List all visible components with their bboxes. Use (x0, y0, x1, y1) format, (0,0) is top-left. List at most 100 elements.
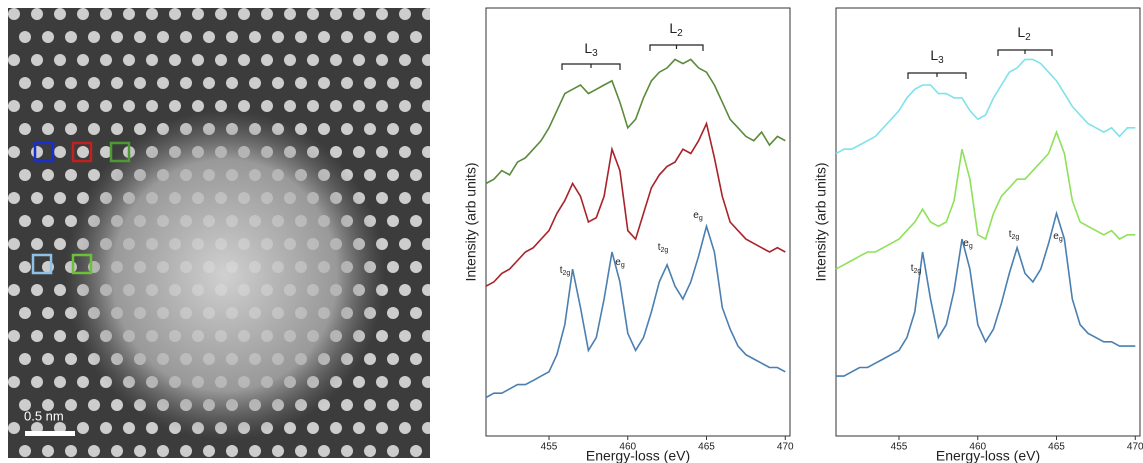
atom-column (249, 445, 261, 457)
annotation-text: e (1053, 231, 1059, 242)
atom-column (318, 123, 330, 135)
atom-column (100, 54, 112, 66)
region-box (71, 253, 93, 275)
atom-column (215, 8, 227, 20)
atom-column (410, 307, 422, 319)
annotation-text: L (1017, 24, 1025, 40)
atom-column (77, 100, 89, 112)
atom-column (295, 31, 307, 43)
atom-column (387, 123, 399, 135)
x-tick-label: 455 (891, 442, 908, 453)
annotation: eg (615, 257, 625, 269)
atom-column (42, 31, 54, 43)
atom-column (376, 8, 388, 20)
atom-column (19, 215, 31, 227)
atom-column (8, 238, 20, 250)
atom-column (353, 100, 365, 112)
atom-column (31, 100, 43, 112)
atom-column (54, 284, 66, 296)
annotation-text: e (963, 238, 969, 249)
annotation-text: L (669, 20, 677, 36)
atom-column (399, 284, 411, 296)
plot-frame (835, 7, 1141, 437)
atom-column (111, 399, 123, 411)
annotation-subscript: 3 (592, 48, 598, 59)
atom-column (399, 192, 411, 204)
annotation: t2g (560, 265, 571, 277)
atom-column (318, 31, 330, 43)
atom-column (376, 54, 388, 66)
annotation: L2 (1017, 24, 1031, 43)
x-tick-label: 470 (777, 442, 794, 453)
atom-column (376, 192, 388, 204)
atom-column (54, 238, 66, 250)
atom-column (19, 123, 31, 135)
atom-column (134, 77, 146, 89)
atom-column (295, 445, 307, 457)
atom-column (364, 123, 376, 135)
atom-column (31, 8, 43, 20)
annotation-subscript: 2 (1025, 32, 1031, 43)
atom-column (192, 100, 204, 112)
atom-column (433, 31, 445, 43)
nanoparticle (65, 110, 385, 440)
x-tick-label: 460 (619, 442, 636, 453)
x-tick-label: 470 (1127, 442, 1143, 453)
atom-column (134, 123, 146, 135)
atom-column (433, 123, 445, 135)
atom-column (65, 77, 77, 89)
annotation-text: t (560, 265, 563, 276)
atom-column (261, 8, 273, 20)
atom-column (399, 422, 411, 434)
atom-column (307, 100, 319, 112)
atom-column (42, 307, 54, 319)
atom-column (399, 238, 411, 250)
atom-column (8, 376, 20, 388)
atom-column (307, 54, 319, 66)
atom-column (180, 77, 192, 89)
atom-column (100, 8, 112, 20)
atom-column (410, 261, 422, 273)
annotation-text: e (693, 210, 699, 221)
atom-column (215, 100, 227, 112)
atom-column (399, 100, 411, 112)
x-axis-label: Energy-loss (eV) (936, 448, 1040, 463)
atom-column (169, 100, 181, 112)
atom-column (410, 123, 422, 135)
atom-column (19, 399, 31, 411)
atom-column (433, 307, 445, 319)
atom-column (330, 100, 342, 112)
atom-column (376, 330, 388, 342)
atom-column (88, 31, 100, 43)
atom-column (8, 8, 20, 20)
atom-column (169, 54, 181, 66)
atom-column (8, 192, 20, 204)
atom-column (111, 445, 123, 457)
atom-column (364, 353, 376, 365)
atom-column (77, 376, 89, 388)
annotation-subscript: 2g (913, 268, 921, 275)
atom-column (376, 146, 388, 158)
atom-column (249, 77, 261, 89)
atom-column (54, 146, 66, 158)
x-tick-label: 465 (1048, 442, 1065, 453)
atom-column (376, 100, 388, 112)
atom-column (353, 146, 365, 158)
atom-column (399, 146, 411, 158)
atom-column (410, 169, 422, 181)
atom-column (8, 284, 20, 296)
atom-column (180, 31, 192, 43)
atom-column (433, 215, 445, 227)
atom-column (54, 330, 66, 342)
region-box (33, 141, 55, 163)
plot-frame (485, 7, 791, 437)
atom-column (65, 399, 77, 411)
atom-column (284, 8, 296, 20)
atom-column (387, 31, 399, 43)
micrograph: 0.5 nm (8, 8, 445, 458)
atom-column (100, 100, 112, 112)
atom-column (399, 54, 411, 66)
atom-column (295, 77, 307, 89)
atom-column (422, 238, 430, 250)
